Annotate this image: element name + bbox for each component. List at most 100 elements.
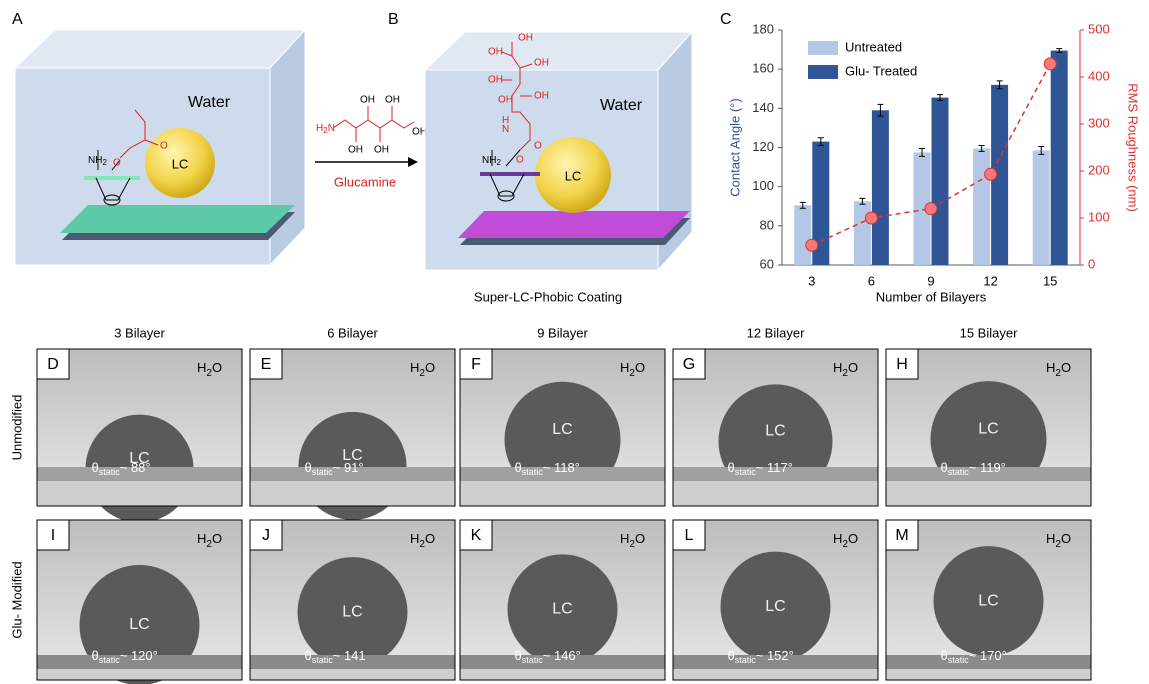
panel-letter: I [51, 527, 55, 544]
text-part: H [833, 360, 842, 375]
text-part: θ [941, 460, 948, 475]
text-part: H [620, 360, 629, 375]
text-part: ~ 117° [756, 460, 793, 475]
y2-tick-label: 500 [1088, 21, 1110, 36]
text-part: O [212, 531, 222, 546]
text-part: ~ 152° [756, 648, 794, 663]
text-part: H [620, 531, 629, 546]
panel-letter: G [683, 356, 695, 373]
medium-label: Water [600, 97, 643, 114]
text-part: static [312, 655, 334, 665]
bar [932, 98, 949, 265]
droplet-label: LC [342, 603, 362, 620]
text-part: 2 [496, 158, 501, 167]
y2-tick-label: 200 [1088, 162, 1110, 177]
text-part: θ [305, 460, 312, 475]
substrate-lower [673, 669, 878, 680]
panel-letter: K [471, 527, 482, 544]
legend-label: Glu- Treated [845, 63, 917, 78]
text-part: O [848, 531, 858, 546]
text-part: O [848, 360, 858, 375]
bar [1033, 150, 1050, 265]
hydroxyl: OH [534, 91, 549, 102]
bar [794, 205, 811, 265]
x-tick-label: 3 [808, 273, 815, 288]
y2-tick-label: 0 [1088, 256, 1095, 271]
text-part: H [1046, 360, 1055, 375]
hydroxyl: OH [488, 47, 503, 58]
text-part: static [735, 467, 757, 477]
bar [973, 148, 990, 265]
y-tick-label: 140 [752, 100, 774, 115]
y2-axis-title: RMS Roughness (nm) [1126, 83, 1141, 212]
hydroxyl: OH [518, 33, 533, 44]
panel-b: B LC Water NH2 HN O O OH OH OH OH OH OH … [388, 11, 692, 304]
column-header: 3 Bilayer [114, 325, 165, 340]
panel-letter: L [685, 527, 694, 544]
text-part: O [1061, 531, 1071, 546]
y-tick-label: 100 [752, 178, 774, 193]
x-tick-label: 12 [983, 273, 997, 288]
droplet-label: LC [765, 598, 785, 615]
text-part: H [410, 531, 419, 546]
substrate-lower [250, 669, 455, 680]
bar [854, 201, 871, 265]
text-part: θ [92, 460, 99, 475]
y2-tick-label: 100 [1088, 209, 1110, 224]
y-tick-label: 180 [752, 21, 774, 36]
row-label: Unmodified [9, 395, 24, 461]
text-part: NH [482, 155, 496, 166]
text-part: O [425, 360, 435, 375]
panel-label: B [388, 11, 399, 28]
text-part: O [212, 360, 222, 375]
text-part: θ [92, 648, 99, 663]
panel-label: C [720, 11, 732, 28]
y-tick-label: 60 [760, 256, 774, 271]
y2-tick-label: 300 [1088, 115, 1110, 130]
droplet-label: LC [765, 423, 785, 440]
panel-a: A LC Water NH2 O O [12, 11, 305, 265]
text-part: H [316, 123, 323, 134]
arrow-head [408, 157, 418, 167]
reagent-label: Glucamine [334, 174, 396, 189]
text-part: static [312, 467, 334, 477]
text-part: O [425, 531, 435, 546]
text-part: static [99, 655, 121, 665]
substrate-lower [886, 669, 1091, 680]
ester-o: O [516, 155, 524, 166]
text-part: static [948, 467, 970, 477]
text-part: ~ 118° [543, 460, 580, 475]
bar [1051, 51, 1068, 265]
text-part: NH [88, 155, 102, 166]
substrate-lower [460, 669, 665, 680]
panel-letter: J [262, 527, 270, 544]
figure: A LC Water NH2 O O H2N OH OH OH OH OH Gl… [0, 0, 1149, 684]
text-part: H [1046, 531, 1055, 546]
column-header: 6 Bilayer [327, 325, 378, 340]
droplet-label: LC [565, 168, 582, 183]
column-header: 12 Bilayer [747, 325, 805, 340]
y-axis-title: Contact Angle (°) [727, 98, 742, 196]
bar [872, 110, 889, 265]
substrate-lower [886, 481, 1091, 506]
medium-label: Water [188, 94, 231, 111]
hydroxyl: OH [348, 145, 363, 156]
box-top [15, 30, 305, 68]
legend-swatch [808, 41, 838, 55]
text-part: ~ 119° [969, 460, 1006, 475]
amine-label: H2N [316, 123, 335, 135]
text-part: static [522, 655, 544, 665]
ester-o: O [113, 158, 121, 169]
hydroxyl: OH [360, 95, 375, 106]
panel-label: A [12, 11, 23, 28]
text-part: H [197, 531, 206, 546]
carbonyl-o: O [160, 141, 168, 152]
y-tick-label: 80 [760, 217, 774, 232]
text-part: ~ 88° [120, 460, 151, 475]
text-part: θ [515, 460, 522, 475]
point [925, 203, 937, 215]
column-header: 9 Bilayer [537, 325, 588, 340]
droplet-label: LC [552, 601, 572, 618]
text-part: H [410, 360, 419, 375]
droplet-label: LC [129, 616, 149, 633]
